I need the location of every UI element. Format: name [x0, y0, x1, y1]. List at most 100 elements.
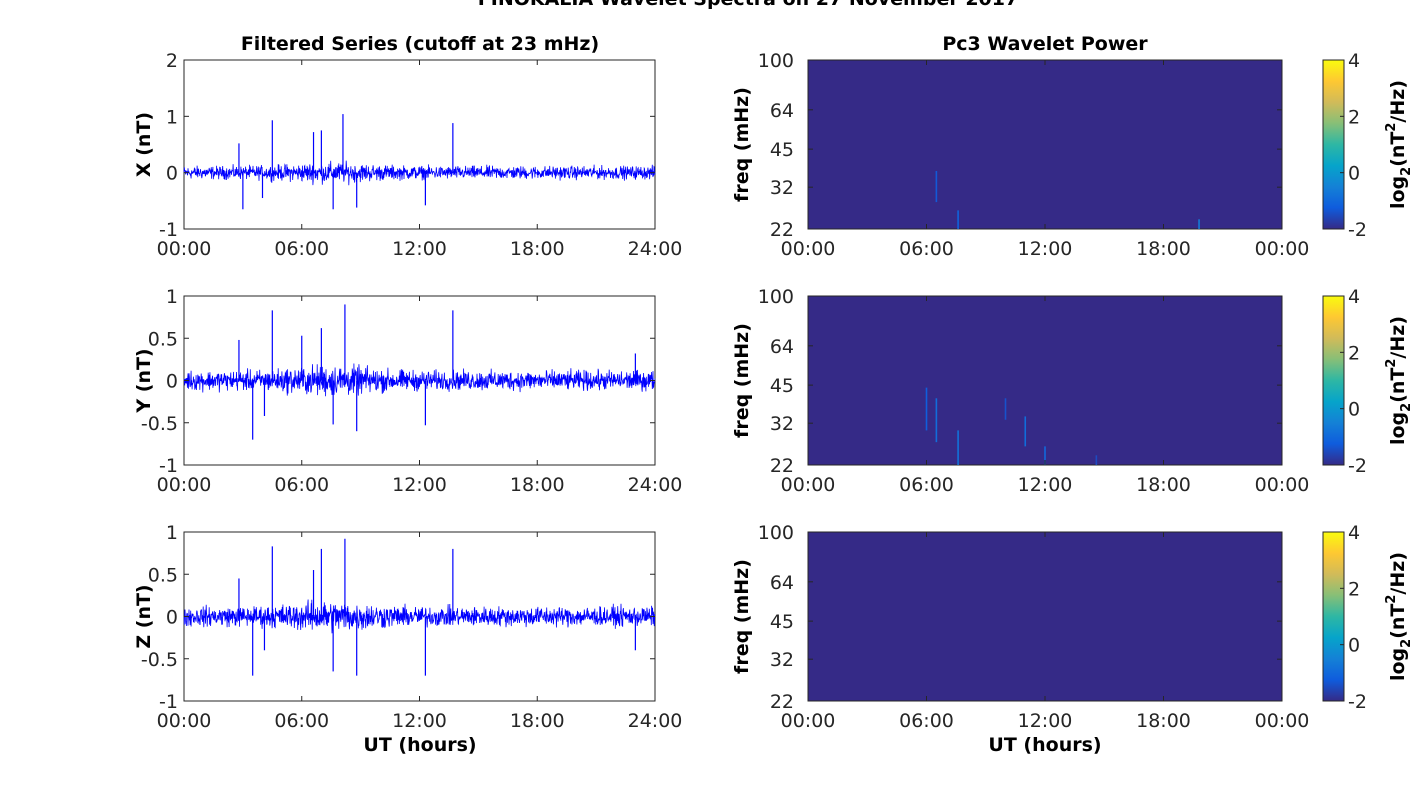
- power-area: [807, 531, 1283, 702]
- x-tick-label: 18:00: [1136, 710, 1191, 732]
- colorbar-tick-label: 2: [1348, 578, 1360, 600]
- left-column-title: Filtered Series (cutoff at 23 mHz): [241, 33, 599, 55]
- right-column-title: Pc3 Wavelet Power: [942, 33, 1148, 55]
- colorbar-tick-label: 4: [1348, 50, 1360, 72]
- colorbar-label: log2(nT2/Hz): [1384, 316, 1414, 445]
- x-tick-label: 24:00: [628, 238, 683, 260]
- x-tick-label: 12:00: [392, 474, 447, 496]
- y-axis-label: X (nT): [133, 112, 155, 177]
- y-tick-label: 0: [166, 607, 178, 629]
- x-tick-label: 00:00: [157, 238, 212, 260]
- x-tick-label: 12:00: [1018, 238, 1073, 260]
- y-axis-label: freq (mHz): [731, 559, 753, 674]
- x-tick-label: 12:00: [1018, 474, 1073, 496]
- right-xlabel: UT (hours): [988, 734, 1101, 756]
- y-axis-label: Z (nT): [133, 584, 155, 648]
- y-tick-label: 0.5: [148, 564, 178, 586]
- x-tick-label: 06:00: [274, 474, 329, 496]
- colorbar: -2 0 2 4 log2(nT2/Hz): [1322, 522, 1414, 713]
- y-tick-label: 100: [758, 50, 794, 72]
- y-tick-label: 45: [770, 611, 794, 633]
- x-tick-label: 12:00: [1018, 710, 1073, 732]
- series-trace: [183, 363, 656, 397]
- y-tick-label: 22: [770, 455, 794, 477]
- y-tick-label: -1: [159, 219, 178, 241]
- x-tick-label: 00:00: [781, 710, 836, 732]
- x-tick-label: 18:00: [510, 710, 565, 732]
- x-tick-label: 12:00: [392, 238, 447, 260]
- x-tick-label: 18:00: [1136, 238, 1191, 260]
- colorbar-tick-label: 0: [1348, 163, 1360, 185]
- colorbar: -2 0 2 4 log2(nT2/Hz): [1322, 50, 1414, 241]
- x-tick-label: 18:00: [510, 238, 565, 260]
- x-tick-label: 06:00: [899, 238, 954, 260]
- y-tick-label: 0: [166, 371, 178, 393]
- y-axis-label: freq (mHz): [731, 87, 753, 202]
- y-tick-label: 64: [770, 336, 794, 358]
- series-panel-x: -1 0 1 2 00:00 06:00 12:00 18:00 24:00 X (nT): [133, 50, 682, 260]
- x-tick-label: 18:00: [1136, 474, 1191, 496]
- colorbar-gradient: [1322, 295, 1345, 466]
- y-tick-label: 64: [770, 100, 794, 122]
- x-tick-label: 18:00: [510, 474, 565, 496]
- y-tick-label: -1: [159, 691, 178, 713]
- y-tick-label: -0.5: [141, 413, 178, 435]
- y-tick-label: 1: [166, 522, 178, 544]
- x-tick-label: 00:00: [157, 710, 212, 732]
- colorbar-tick-label: 2: [1348, 342, 1360, 364]
- x-tick-label: 00:00: [781, 474, 836, 496]
- x-tick-label: 00:00: [1255, 238, 1310, 260]
- power-panel-1: 22 32 45 64 100 00:00 06:00 12:00 18:00 00:00 freq…: [731, 286, 1414, 496]
- y-tick-label: 22: [770, 691, 794, 713]
- x-tick-label: 00:00: [157, 474, 212, 496]
- colorbar-gradient: [1322, 59, 1345, 230]
- x-tick-label: 06:00: [899, 710, 954, 732]
- y-tick-label: 45: [770, 375, 794, 397]
- y-tick-label: 64: [770, 572, 794, 594]
- y-tick-label: 2: [166, 50, 178, 72]
- y-tick-label: 0: [166, 163, 178, 185]
- x-tick-label: 06:00: [274, 238, 329, 260]
- left-xlabel: UT (hours): [363, 734, 476, 756]
- series-trace: [183, 599, 656, 634]
- colorbar-label: log2(nT2/Hz): [1384, 552, 1414, 681]
- plot-area: [183, 59, 656, 230]
- x-tick-label: 06:00: [899, 474, 954, 496]
- colorbar-tick-label: -2: [1348, 455, 1367, 477]
- series-panel-z: -1 -0.5 0 0.5 1 00:00 06:00 12:00 18:00 24:00 Z (n…: [133, 522, 682, 732]
- colorbar-label: log2(nT2/Hz): [1384, 80, 1414, 209]
- x-tick-label: 24:00: [628, 474, 683, 496]
- panels: -1 0 1 2 00:00 06:00 12:00 18:00 24:00 X (nT) -1 -0…: [133, 50, 1414, 732]
- y-tick-label: 32: [770, 413, 794, 435]
- y-tick-label: -1: [159, 455, 178, 477]
- power-panel-0: 22 32 45 64 100 00:00 06:00 12:00 18:00 00:00 freq…: [731, 50, 1414, 260]
- y-axis-label: Y (nT): [133, 348, 155, 413]
- y-tick-label: 1: [166, 106, 178, 128]
- colorbar-tick-label: 2: [1348, 106, 1360, 128]
- x-tick-label: 06:00: [274, 710, 329, 732]
- y-axis-label: freq (mHz): [731, 323, 753, 438]
- series-panel-y: -1 -0.5 0 0.5 1 00:00 06:00 12:00 18:00 24:00 Y (n…: [133, 286, 682, 496]
- y-tick-label: 45: [770, 139, 794, 161]
- y-tick-label: -0.5: [141, 649, 178, 671]
- y-tick-label: 32: [770, 177, 794, 199]
- power-panel-2: 22 32 45 64 100 00:00 06:00 12:00 18:00 00:00 freq…: [731, 522, 1414, 732]
- x-tick-label: 24:00: [628, 710, 683, 732]
- power-area: [807, 295, 1283, 466]
- y-tick-label: 0.5: [148, 328, 178, 350]
- colorbar: -2 0 2 4 log2(nT2/Hz): [1322, 286, 1414, 477]
- x-tick-label: 00:00: [1255, 474, 1310, 496]
- colorbar-tick-label: 4: [1348, 522, 1360, 544]
- x-tick-label: 00:00: [1255, 710, 1310, 732]
- y-tick-label: 1: [166, 286, 178, 308]
- colorbar-tick-label: 4: [1348, 286, 1360, 308]
- colorbar-gradient: [1322, 531, 1345, 702]
- x-tick-label: 12:00: [392, 710, 447, 732]
- figure-title: FINOKALIA Wavelet Spectra on 27 November…: [478, 0, 1018, 10]
- y-tick-label: 32: [770, 649, 794, 671]
- y-tick-label: 22: [770, 219, 794, 241]
- y-tick-label: 100: [758, 522, 794, 544]
- y-tick-label: 100: [758, 286, 794, 308]
- colorbar-tick-label: -2: [1348, 691, 1367, 713]
